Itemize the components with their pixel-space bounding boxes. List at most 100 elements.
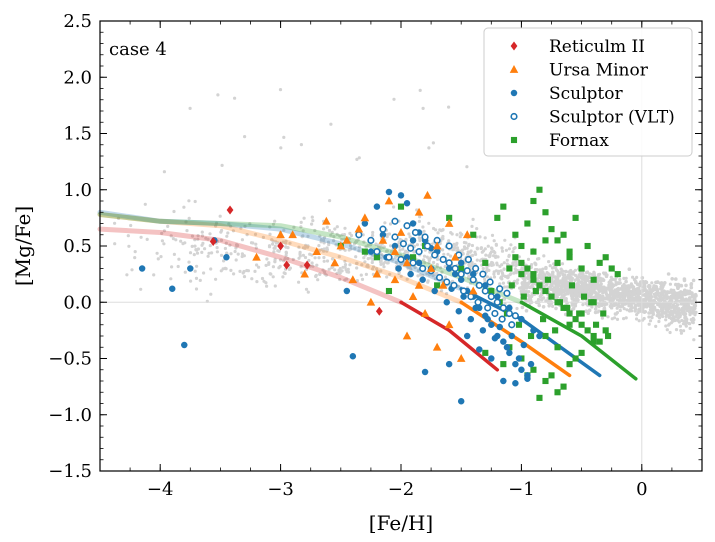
background-point — [692, 338, 696, 342]
background-point — [598, 293, 602, 298]
background-point — [200, 230, 204, 234]
background-point — [441, 248, 445, 252]
data-point — [566, 254, 573, 261]
data-point — [445, 265, 453, 272]
background-point — [227, 222, 231, 226]
background-point — [665, 328, 669, 332]
background-point — [361, 233, 365, 237]
data-point — [530, 276, 537, 283]
data-point — [434, 282, 441, 289]
background-point — [570, 303, 575, 307]
background-point — [184, 220, 188, 224]
background-point — [465, 165, 469, 169]
background-point — [201, 241, 205, 245]
background-point — [249, 241, 254, 245]
background-point — [392, 97, 396, 101]
background-point — [460, 232, 464, 237]
background-point — [169, 277, 173, 281]
data-point — [506, 349, 513, 357]
background-point — [242, 275, 247, 279]
background-point — [542, 254, 546, 258]
background-point — [688, 313, 692, 317]
background-point — [416, 269, 420, 273]
background-point — [638, 282, 642, 287]
data-point — [491, 309, 499, 318]
data-point — [500, 338, 507, 345]
background-point — [489, 250, 494, 254]
background-point — [656, 297, 661, 302]
background-point — [219, 253, 224, 257]
background-point — [366, 263, 370, 267]
data-point — [530, 197, 537, 205]
background-point — [489, 246, 494, 250]
background-point — [583, 274, 588, 279]
background-point — [189, 279, 193, 283]
background-point — [343, 226, 347, 230]
background-point — [596, 273, 601, 277]
background-point — [240, 254, 244, 259]
background-point — [371, 230, 375, 235]
background-point — [169, 234, 173, 238]
background-point — [666, 272, 671, 276]
background-point — [465, 246, 469, 250]
background-point — [447, 105, 451, 109]
background-point — [602, 306, 607, 311]
background-point — [598, 283, 602, 288]
background-point — [599, 288, 604, 292]
background-point — [282, 228, 286, 232]
background-point — [162, 242, 166, 246]
data-point — [385, 188, 393, 196]
data-point — [479, 270, 487, 278]
background-point — [160, 231, 164, 235]
data-point — [395, 265, 402, 272]
background-point — [397, 240, 401, 244]
background-point — [483, 277, 487, 281]
background-point — [622, 276, 626, 280]
background-point — [513, 246, 517, 250]
background-point — [279, 146, 283, 150]
data-point — [379, 225, 387, 233]
background-point — [355, 261, 359, 265]
background-point — [273, 219, 277, 223]
background-point — [573, 278, 578, 282]
background-point — [579, 272, 584, 276]
background-point — [284, 253, 288, 257]
background-point — [325, 259, 330, 263]
data-point — [566, 321, 573, 328]
background-point — [618, 294, 622, 299]
background-point — [310, 261, 314, 265]
data-point — [548, 293, 555, 300]
background-point — [210, 251, 214, 255]
background-point — [327, 243, 331, 247]
x-tick-label: −1 — [508, 479, 535, 500]
background-point — [581, 303, 585, 307]
background-point — [432, 260, 436, 265]
background-point — [618, 308, 622, 313]
background-point — [170, 265, 174, 269]
background-point — [284, 250, 288, 254]
data-point — [487, 293, 495, 301]
data-point — [520, 293, 527, 300]
background-point — [502, 297, 507, 301]
data-point — [312, 247, 321, 255]
background-point — [658, 303, 663, 308]
background-point — [520, 281, 525, 286]
background-point — [179, 239, 183, 243]
y-tick-label: 0.5 — [63, 236, 92, 257]
background-point — [690, 291, 694, 295]
background-point — [397, 271, 401, 276]
background-point — [214, 224, 218, 228]
background-point — [556, 283, 561, 288]
data-point — [288, 230, 297, 239]
background-point — [515, 306, 519, 311]
background-point — [228, 243, 232, 247]
background-point — [241, 271, 245, 275]
data-point — [226, 205, 234, 215]
background-point — [207, 251, 211, 255]
data-point — [421, 368, 429, 376]
data-point — [373, 254, 380, 261]
background-point — [195, 248, 199, 252]
background-point — [475, 247, 479, 251]
background-point — [316, 278, 320, 282]
background-point — [371, 233, 375, 237]
